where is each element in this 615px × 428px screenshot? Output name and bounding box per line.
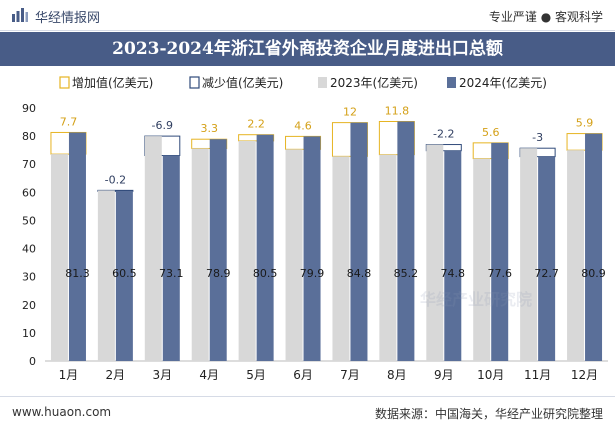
bar-2024 [115,190,133,361]
change-label: 3.3 [200,122,218,135]
bar-2024 [397,121,415,361]
bar-2023 [144,136,162,361]
bar-2024 [68,132,86,361]
title-banner: 2023-2024年浙江省外商投资企业月度进出口总额 [0,32,615,66]
x-tick-label: 7月 [340,368,360,382]
value-label: 74.8 [441,267,466,280]
legend-label: 2024年(亿美元) [459,75,547,90]
x-tick-label: 5月 [246,368,266,382]
value-label: 72.7 [534,267,559,280]
y-tick-label: 40 [22,243,36,256]
bar-2024 [209,139,227,361]
legend-swatch [59,76,70,89]
bar-2023 [473,158,491,361]
x-tick-label: 12月 [571,368,598,382]
bar-2024 [585,133,603,361]
y-tick-label: 80 [22,130,36,143]
change-label: 5.9 [576,117,594,130]
data-source: 数据来源：中国海关，华经产业研究院整理 [374,407,603,421]
bar-2024 [162,155,180,361]
legend-swatch [189,76,200,89]
y-tick-label: 70 [22,158,36,171]
x-tick-label: 11月 [524,368,551,382]
bar-2023 [520,148,538,361]
legend-label: 减少值(亿美元) [202,75,283,90]
value-label: 79.9 [300,267,325,280]
value-label: 73.1 [159,267,184,280]
value-label: 80.5 [253,267,278,280]
x-tick-label: 1月 [59,368,79,382]
x-tick-label: 10月 [477,368,504,382]
change-label: -2.2 [433,128,454,141]
legend-swatch [447,77,456,88]
bar-2024 [303,136,321,361]
bar-2023 [238,140,256,361]
footer: www.huaon.com 数据来源：中国海关，华经产业研究院整理 [0,396,615,428]
bar-2024 [256,134,274,361]
y-tick-label: 90 [22,102,36,115]
value-label: 85.2 [394,267,419,280]
website-url: www.huaon.com [12,405,112,419]
change-label: -6.9 [152,119,173,132]
bar-2023 [191,148,209,361]
y-tick-label: 0 [29,355,36,368]
change-label: 5.6 [482,126,500,139]
value-label: 84.8 [347,267,372,280]
value-label: 77.6 [487,267,512,280]
y-tick-label: 30 [22,271,36,284]
bar-2024 [350,122,368,361]
bar-2023 [50,154,68,361]
bar-2023 [285,149,303,361]
value-label: 60.5 [112,267,137,280]
change-label: 11.8 [385,104,410,117]
bar-2023 [379,154,397,361]
legend-label: 增加值(亿美元) [72,75,153,90]
change-label: -0.2 [105,173,126,186]
change-label: 12 [343,106,357,119]
x-tick-label: 2月 [106,368,126,382]
bar-chart: 增加值(亿美元) 减少值(亿美元) 2023年(亿美元) 2024年(亿美元) 0 10 2… [22,75,608,382]
change-label: 4.6 [294,119,312,132]
change-label: 7.7 [60,115,78,128]
bar-2024 [444,150,462,361]
change-label: -3 [532,131,543,144]
value-label: 78.9 [206,267,231,280]
legend-swatch [318,77,327,88]
tagline: 专业严谨 ● 客观科学 [488,10,603,24]
x-tick-label: 8月 [387,368,407,382]
bar-2023 [97,190,115,361]
change-label: 2.2 [247,118,265,131]
x-tick-label: 3月 [152,368,172,382]
y-tick-label: 50 [22,214,36,227]
legend-label: 2023年(亿美元) [330,75,418,90]
value-label: 81.3 [65,267,90,280]
bar-2023 [332,156,350,361]
top-bar: 华经情报网 专业严谨 ● 客观科学 [0,0,615,31]
y-tick-label: 10 [22,327,36,340]
x-tick-label: 9月 [434,368,454,382]
bar-2024 [491,142,509,361]
x-tick-label: 6月 [293,368,313,382]
logo-icon [12,8,28,22]
chart-title: 2023-2024年浙江省外商投资企业月度进出口总额 [112,39,503,59]
bar-2023 [567,150,585,361]
brand-name: 华经情报网 [35,11,101,26]
bar-2023 [426,144,444,361]
bar-2024 [538,156,556,361]
y-tick-label: 20 [22,299,36,312]
x-tick-label: 4月 [199,368,219,382]
value-label: 80.9 [581,267,606,280]
y-tick-label: 60 [22,186,36,199]
